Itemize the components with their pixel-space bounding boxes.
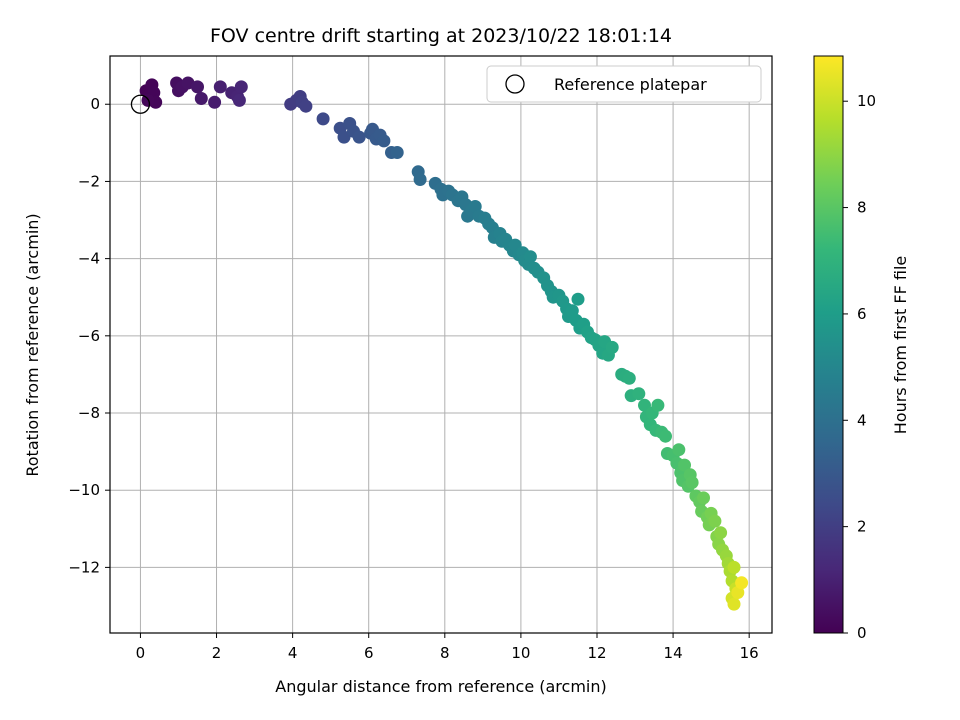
x-tick-label: 14 [664, 644, 683, 662]
data-point [337, 130, 351, 144]
colorbar-axis: 0 2 4 6 8 10 [843, 92, 876, 642]
x-tick-label: 12 [587, 644, 606, 662]
data-point [352, 130, 366, 144]
data-point [316, 112, 330, 126]
data-point [194, 92, 208, 105]
data-point [390, 146, 404, 159]
y-tick-label: −12 [68, 558, 100, 576]
data-point [413, 173, 427, 186]
grid [110, 56, 772, 633]
data-point [213, 80, 227, 94]
chart-title: FOV centre drift starting at 2023/10/22 … [210, 25, 672, 47]
data-point [208, 95, 222, 109]
data-point [605, 340, 619, 354]
data-point [735, 576, 749, 590]
data-point [377, 134, 391, 148]
legend-entry-reference: Reference platepar [554, 75, 707, 94]
data-points [130, 76, 749, 611]
y-axis-label: Rotation from reference (arcmin) [23, 213, 42, 476]
data-point [697, 491, 710, 505]
x-tick-label: 10 [511, 644, 530, 662]
y-tick-label: 0 [90, 95, 100, 113]
data-point [632, 387, 646, 401]
data-point [727, 597, 741, 611]
x-axis-label: Angular distance from reference (arcmin) [275, 677, 606, 696]
data-point [672, 443, 686, 457]
data-point [727, 560, 741, 574]
data-point [299, 99, 313, 113]
data-point [571, 292, 585, 306]
y-tick-label: −4 [78, 250, 100, 268]
x-tick-label: 8 [440, 644, 450, 662]
data-point [191, 80, 204, 94]
x-tick-label: 6 [364, 644, 374, 662]
colorbar-tick-label: 8 [857, 199, 867, 217]
x-tick-label: 4 [288, 644, 298, 662]
data-point [651, 398, 665, 412]
legend-box [486, 65, 762, 103]
colorbar-tick-label: 10 [857, 92, 876, 110]
data-point [659, 429, 672, 443]
data-point [523, 250, 537, 264]
y-tick-label: −10 [68, 481, 100, 499]
legend-marker [505, 74, 525, 94]
x-tick-label: 2 [212, 644, 222, 662]
data-point [232, 93, 246, 107]
reference-point [130, 94, 151, 114]
x-axis: 0 2 4 6 8 10 12 14 16 [136, 633, 759, 662]
data-point [234, 80, 248, 94]
colorbar-tick-label: 2 [857, 518, 867, 536]
legend: Reference platepar [486, 65, 762, 103]
colorbar-tick-label: 4 [857, 411, 867, 429]
data-point [678, 458, 691, 472]
data-point [714, 526, 728, 540]
y-axis: 0 −2 −4 −6 −8 −10 −12 [68, 95, 110, 576]
y-tick-label: −8 [78, 404, 100, 422]
colorbar [813, 55, 844, 634]
y-tick-label: −6 [78, 327, 100, 345]
plot-frame [109, 55, 773, 634]
x-tick-label: 0 [136, 644, 146, 662]
x-tick-label: 16 [740, 644, 759, 662]
data-point [622, 371, 636, 385]
colorbar-tick-label: 6 [857, 305, 867, 323]
colorbar-tick-label: 0 [857, 624, 867, 642]
data-point [685, 476, 699, 489]
y-tick-label: −2 [78, 172, 100, 190]
colorbar-label: Hours from first FF file [891, 256, 910, 435]
data-point [708, 514, 722, 528]
